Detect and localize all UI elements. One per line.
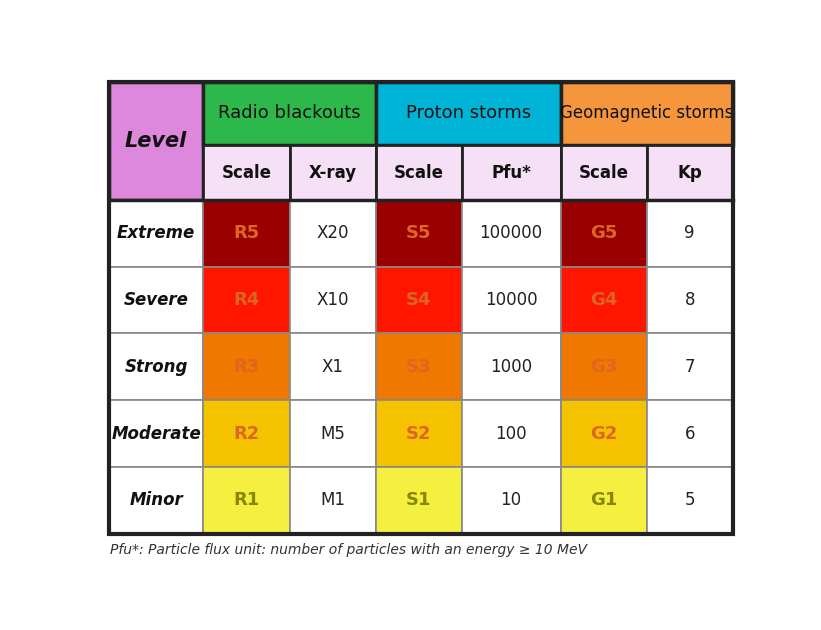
Bar — [647, 266, 732, 333]
Text: 10000: 10000 — [485, 291, 538, 309]
Bar — [561, 266, 647, 333]
Bar — [461, 400, 561, 467]
Bar — [204, 82, 375, 145]
Text: S4: S4 — [406, 291, 431, 309]
Text: 100: 100 — [495, 425, 527, 443]
Text: 1000: 1000 — [490, 358, 532, 376]
Text: M1: M1 — [320, 491, 345, 510]
Text: G2: G2 — [590, 425, 617, 443]
Bar — [109, 333, 204, 400]
Bar — [561, 400, 647, 467]
Text: X20: X20 — [316, 224, 349, 243]
Text: 9: 9 — [685, 224, 695, 243]
Bar — [647, 333, 732, 400]
Bar — [647, 200, 732, 266]
Text: Pfu*: Particle flux unit: number of particles with an energy ≥ 10 MeV: Pfu*: Particle flux unit: number of part… — [110, 543, 587, 557]
Text: 5: 5 — [685, 491, 695, 510]
Bar — [461, 266, 561, 333]
Bar — [647, 400, 732, 467]
Bar — [375, 467, 461, 534]
Text: Strong: Strong — [125, 358, 188, 376]
Text: Level: Level — [125, 131, 187, 151]
Bar — [647, 467, 732, 534]
Text: Proton storms: Proton storms — [406, 105, 530, 122]
Text: X1: X1 — [322, 358, 343, 376]
Bar — [109, 200, 204, 266]
Text: Radio blackouts: Radio blackouts — [218, 105, 361, 122]
Bar — [461, 145, 561, 200]
Text: Severe: Severe — [124, 291, 189, 309]
Text: Scale: Scale — [579, 164, 629, 181]
Text: G3: G3 — [590, 358, 617, 376]
Bar — [109, 82, 204, 200]
Bar — [375, 266, 461, 333]
Bar — [109, 266, 204, 333]
Bar — [561, 467, 647, 534]
Bar — [561, 82, 732, 145]
Bar — [290, 400, 375, 467]
Text: G4: G4 — [590, 291, 617, 309]
Bar — [461, 200, 561, 266]
Text: S2: S2 — [406, 425, 431, 443]
Bar — [204, 467, 290, 534]
Text: Scale: Scale — [222, 164, 272, 181]
Text: R2: R2 — [233, 425, 259, 443]
Text: S5: S5 — [406, 224, 431, 243]
Bar — [204, 400, 290, 467]
Text: Extreme: Extreme — [117, 224, 195, 243]
Bar — [109, 400, 204, 467]
Text: Scale: Scale — [393, 164, 443, 181]
Bar — [290, 333, 375, 400]
Bar — [461, 467, 561, 534]
Bar — [375, 82, 561, 145]
Bar — [290, 266, 375, 333]
Bar — [561, 200, 647, 266]
Text: R3: R3 — [233, 358, 259, 376]
Text: R4: R4 — [233, 291, 259, 309]
Text: M5: M5 — [320, 425, 345, 443]
Bar — [375, 200, 461, 266]
Bar — [647, 145, 732, 200]
Bar — [561, 145, 647, 200]
Text: 8: 8 — [685, 291, 695, 309]
Bar — [375, 145, 461, 200]
Bar — [290, 145, 375, 200]
Bar — [204, 333, 290, 400]
Text: 6: 6 — [685, 425, 695, 443]
Text: G5: G5 — [590, 224, 617, 243]
Text: 10: 10 — [501, 491, 521, 510]
Text: R5: R5 — [233, 224, 259, 243]
Text: Geomagnetic storms: Geomagnetic storms — [560, 105, 733, 122]
Bar — [561, 333, 647, 400]
Bar — [375, 333, 461, 400]
Bar — [109, 467, 204, 534]
Text: R1: R1 — [233, 491, 259, 510]
Bar — [375, 400, 461, 467]
Text: Minor: Minor — [129, 491, 183, 510]
Bar — [204, 266, 290, 333]
Text: X10: X10 — [316, 291, 349, 309]
Bar — [204, 200, 290, 266]
Bar — [461, 333, 561, 400]
Bar — [204, 145, 290, 200]
Text: Kp: Kp — [677, 164, 702, 181]
Text: X-ray: X-ray — [309, 164, 356, 181]
Text: 7: 7 — [685, 358, 695, 376]
Bar — [290, 200, 375, 266]
Text: S3: S3 — [406, 358, 431, 376]
Text: Pfu*: Pfu* — [491, 164, 531, 181]
Text: G1: G1 — [590, 491, 617, 510]
Bar — [290, 467, 375, 534]
Text: Moderate: Moderate — [112, 425, 201, 443]
Text: S1: S1 — [406, 491, 431, 510]
Text: 100000: 100000 — [479, 224, 543, 243]
